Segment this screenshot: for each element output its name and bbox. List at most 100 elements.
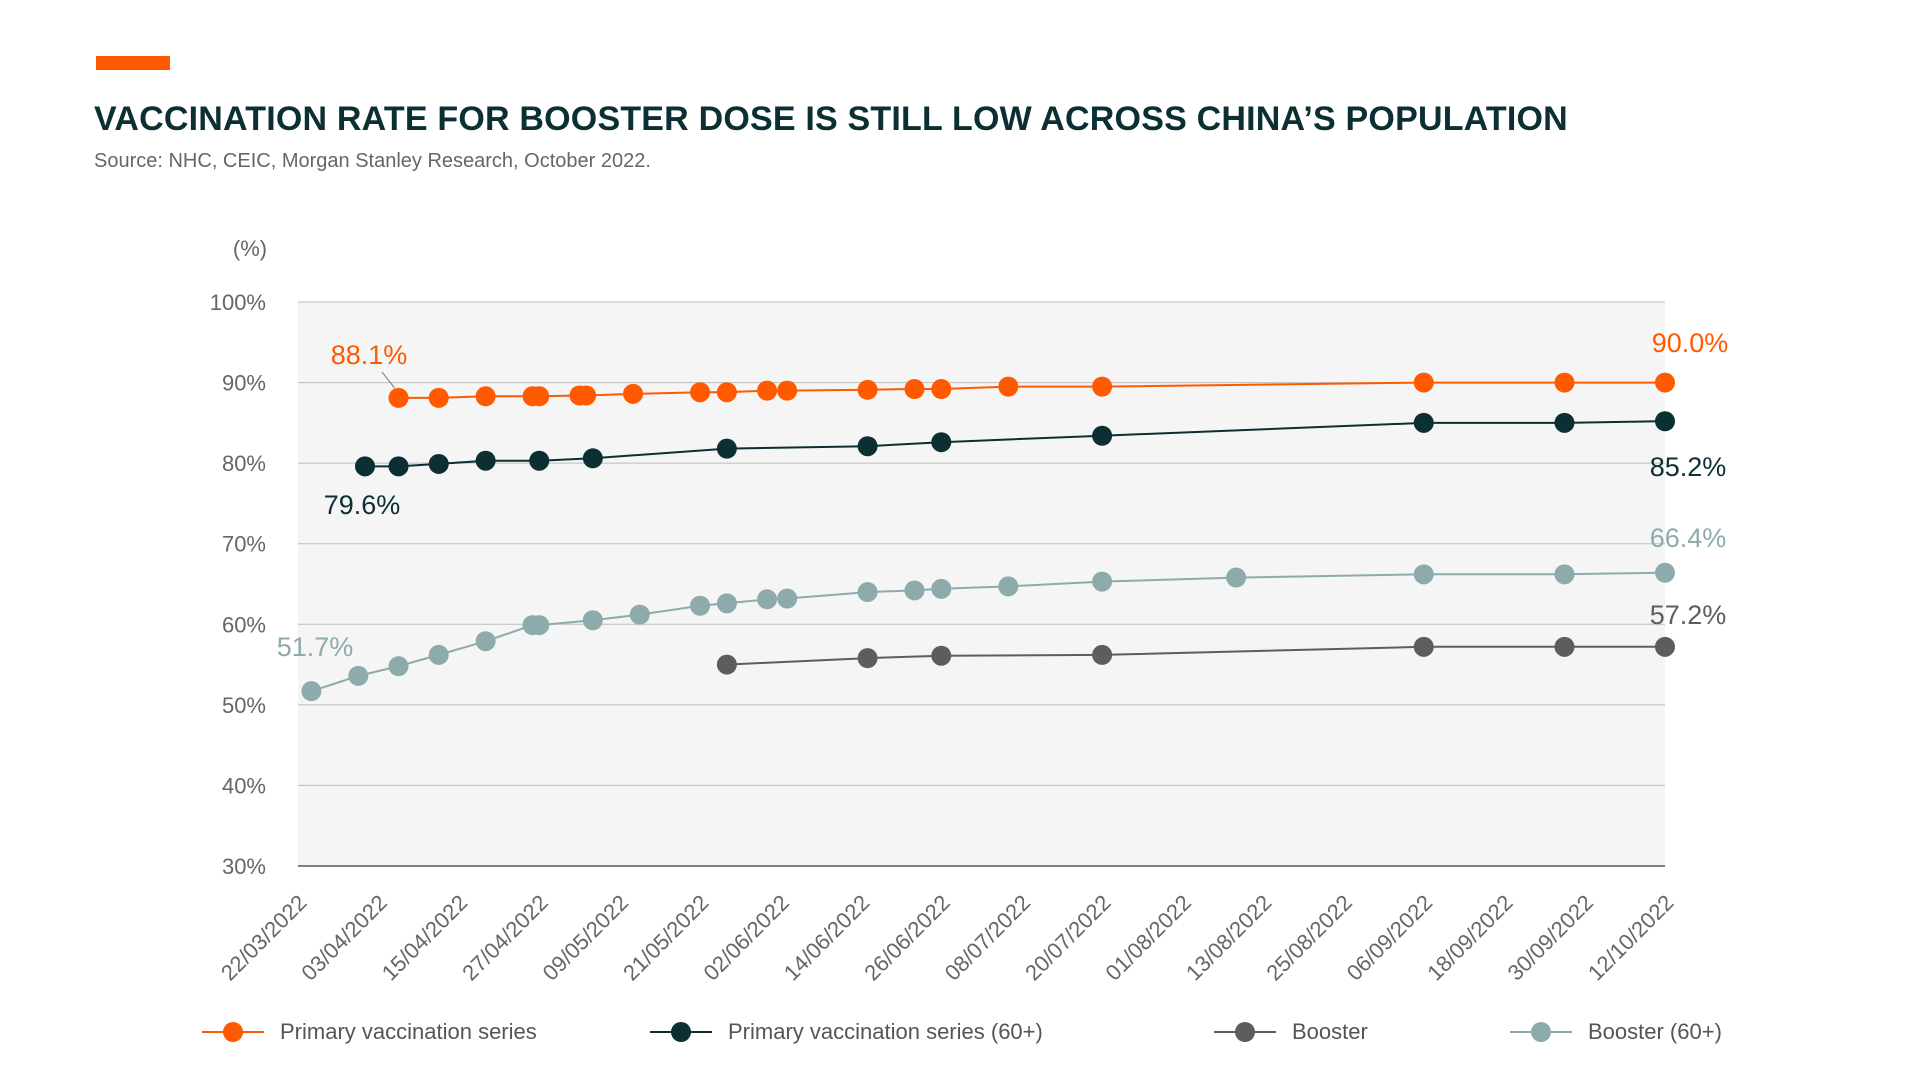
data-point [1092,376,1113,397]
legend-marker-icon [1510,1022,1572,1042]
data-point [475,631,496,652]
end-value-label: 57.2% [1650,600,1727,630]
data-point [582,610,603,631]
x-tick-label: 21/05/2022 [618,890,714,986]
legend-item: Booster (60+) [1508,1012,1722,1052]
data-point [1413,412,1434,433]
accent-bar [96,56,170,70]
leader-line [381,371,395,389]
data-point [690,595,711,616]
x-tick-label: 18/09/2022 [1422,890,1518,986]
data-point [857,436,878,457]
data-point [931,432,952,453]
legend-item: Primary vaccination series (60+) [648,1012,1043,1052]
legend-marker-icon [650,1022,712,1042]
data-point [716,654,737,675]
x-tick-label: 13/08/2022 [1181,890,1277,986]
data-point [1655,372,1675,393]
x-tick-label: 22/03/2022 [216,890,312,986]
series-1 [388,372,1675,408]
data-point [1655,636,1675,657]
legend-item: Booster [1212,1012,1368,1052]
data-point [428,387,449,408]
legend-marker-icon [1214,1022,1276,1042]
data-point [529,615,550,636]
start-value-label: 88.1% [331,340,408,370]
data-point [428,453,449,474]
data-point [757,380,778,401]
data-point [1554,372,1575,393]
data-point [1655,411,1675,432]
legend-marker-icon [202,1022,264,1042]
data-point [998,376,1019,397]
start-value-label: 79.6% [324,490,401,520]
series-4 [301,562,1675,702]
data-point [1413,636,1434,657]
x-tick-label: 12/10/2022 [1583,890,1679,986]
data-point [576,385,597,406]
data-point [1092,571,1113,592]
data-point [931,379,952,400]
y-axis-unit-label: (%) [233,236,267,261]
data-point [582,448,603,469]
data-point [348,665,369,686]
data-point [1226,567,1247,588]
data-point [857,582,878,603]
data-point [1092,425,1113,446]
y-tick-label: 80% [222,451,266,476]
data-point [475,450,496,471]
data-point [904,379,925,400]
series [301,372,1675,702]
data-point [623,383,644,404]
data-point [388,456,409,477]
x-tick-label: 30/09/2022 [1503,890,1599,986]
series-3 [716,636,1675,675]
x-tick-label: 14/06/2022 [779,890,875,986]
legend-label: Booster [1292,1019,1368,1044]
data-point [757,589,778,610]
data-point [1092,644,1113,665]
chart-source: Source: NHC, CEIC, Morgan Stanley Resear… [94,150,651,172]
legend-label: Primary vaccination series (60+) [728,1019,1043,1044]
y-tick-label: 90% [222,371,266,396]
y-tick-label: 70% [222,532,266,557]
y-tick-label: 30% [222,854,266,879]
data-point [529,450,550,471]
data-point [355,456,376,477]
data-point [301,681,322,702]
x-tick-label: 02/06/2022 [698,890,794,986]
data-point [904,580,925,601]
data-point [1413,564,1434,585]
data-point [857,379,878,400]
data-point [690,382,711,403]
data-point [1554,412,1575,433]
chart-title: VACCINATION RATE FOR BOOSTER DOSE IS STI… [94,100,1568,138]
data-point [777,380,798,401]
y-tick-label: 60% [222,612,266,637]
data-point [716,382,737,403]
data-point [428,644,449,665]
data-point [388,387,409,408]
data-point [388,656,409,677]
x-tick-label: 03/04/2022 [296,890,392,986]
y-tick-label: 40% [222,773,266,798]
chart-legend: Primary vaccination series Primary vaccin… [0,1012,1920,1052]
data-point [1655,562,1675,583]
x-tick-label: 27/04/2022 [457,890,553,986]
x-tick-label: 26/06/2022 [859,890,955,986]
data-point [931,645,952,666]
series-2 [355,411,1675,477]
x-tick-label: 09/05/2022 [538,890,634,986]
annotations: 88.1% 90.0% 79.6% 85.2% 57.2% 51.7% 66.4% [277,328,1729,662]
end-value-label: 66.4% [1650,523,1727,553]
x-tick-label: 25/08/2022 [1261,890,1357,986]
legend-label: Booster (60+) [1588,1019,1722,1044]
end-value-label: 90.0% [1652,328,1729,358]
x-tick-label: 08/07/2022 [940,890,1036,986]
end-value-label: 85.2% [1650,452,1727,482]
x-tick-label: 06/09/2022 [1342,890,1438,986]
data-point [1554,564,1575,585]
data-point [475,386,496,407]
y-tick-label: 50% [222,693,266,718]
